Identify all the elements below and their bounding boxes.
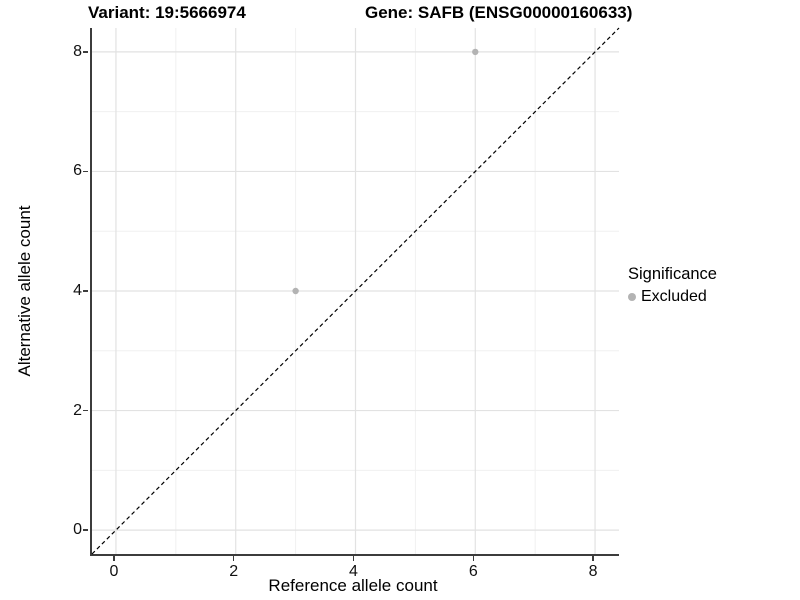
excluded-point-icon <box>628 293 636 301</box>
y-tick-label: 2 <box>73 401 82 419</box>
x-tick-label: 4 <box>349 563 358 580</box>
gene-title: Gene: SAFB (ENSG00000160633) <box>365 3 633 22</box>
x-tick-label: 6 <box>468 563 478 580</box>
x-tick-mark <box>232 556 235 561</box>
y-tick-label: 0 <box>73 521 82 539</box>
y-tick-label: 8 <box>73 42 82 60</box>
x-tick-label: 2 <box>229 563 239 580</box>
legend: Significance Excluded <box>628 265 717 306</box>
data-point <box>472 48 479 56</box>
y-tick-label: 6 <box>73 162 82 180</box>
plot-canvas <box>91 27 620 555</box>
x-tick-mark <box>352 556 355 561</box>
y-axis-title: Alternative allele count <box>15 205 34 377</box>
legend-title: Significance <box>628 265 717 283</box>
data-point <box>292 287 299 295</box>
legend-item-label: Excluded <box>641 288 707 305</box>
x-tick-label: 8 <box>588 563 598 580</box>
x-tick-mark <box>113 556 115 561</box>
x-axis-title: Reference allele count <box>268 576 438 595</box>
y-tick-mark <box>83 529 88 531</box>
y-tick-mark <box>83 51 88 53</box>
x-tick-label: 0 <box>109 563 119 580</box>
y-tick-mark <box>83 170 88 173</box>
variant-title: Variant: 19:5666974 <box>88 3 246 22</box>
plot-panel <box>90 27 620 556</box>
legend-item-excluded: Excluded <box>628 288 717 306</box>
y-tick-mark <box>83 290 88 292</box>
x-tick-mark <box>472 556 475 561</box>
x-tick-mark <box>592 556 594 561</box>
identity-line <box>91 27 620 555</box>
y-tick-label: 4 <box>73 282 82 299</box>
y-tick-mark <box>83 409 88 412</box>
